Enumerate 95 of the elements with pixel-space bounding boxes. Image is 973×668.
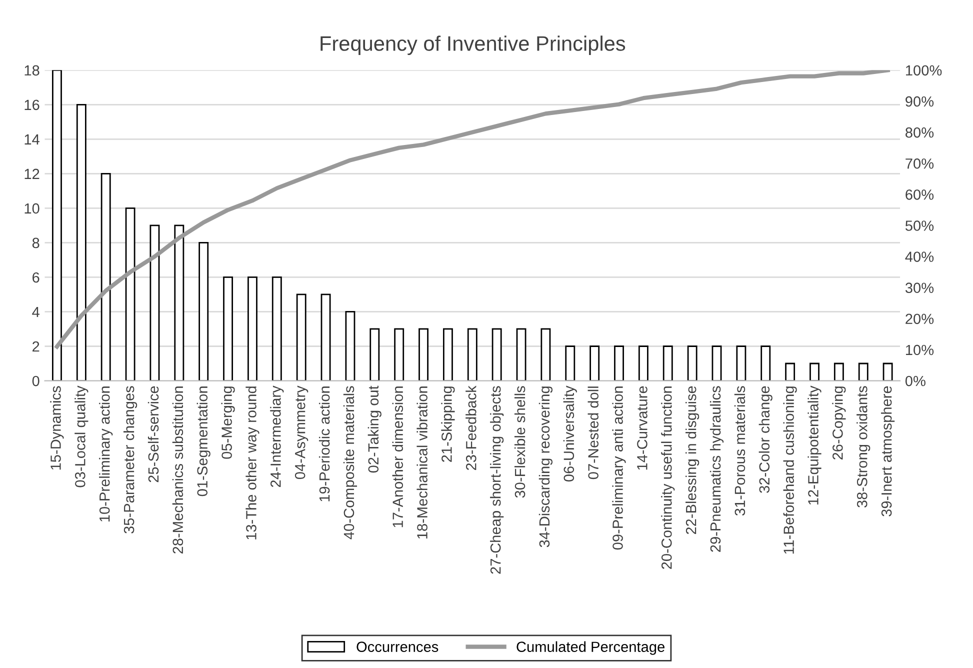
x-tick-label: 24-Intermediary [270,386,284,488]
bar [614,346,624,381]
y-tick-label: 4 [32,306,40,318]
x-tick-label: 05-Merging [221,386,235,459]
x-tick-label: 06-Universality [563,386,577,482]
y2-tick-label: 20% [906,314,934,324]
x-tick-label: 19-Periodic action [318,386,330,502]
y-tick-label: 18 [24,65,40,76]
x-tick-label: 35-Parameter changes [123,386,138,534]
bar [247,276,258,381]
line-series [54,70,890,349]
x-tick-label: 27-Cheap short-living objects [490,386,504,574]
x-tick-label: 22-Blessing in disguise [686,386,700,534]
y2-tick-label: 0% [905,376,926,386]
bar [858,362,868,381]
bar [492,328,502,381]
chart-title: Frequency of Inventive Principles [320,36,626,56]
x-tick-label: 39-Inert atmosphere [881,386,895,516]
x-tick-label: 12-Equipotentiality [808,386,822,504]
bar [638,346,648,381]
y2-tick-label: 70% [906,158,934,169]
x-tick-label: 34-Discarding recovering [538,386,552,548]
bar [345,311,356,381]
bar [687,346,698,381]
bar [662,346,673,381]
bar [370,328,380,381]
x-tick-label: 04-Asymmetry [294,386,308,480]
bar [712,346,722,381]
bar [296,294,306,381]
x-tick-label: 01-Segmentation [196,386,210,496]
x-tick-label: 09-Preliminary anti action [612,386,626,550]
y-tick-label: 6 [32,272,40,283]
y2-tick-label: 40% [905,252,934,262]
legend-label: Cumulated Percentage [516,641,664,655]
bar [394,328,404,381]
bar [760,346,771,381]
x-tick-label: 11-Beforehand cushioning [783,386,797,554]
y-tick-label: 16 [24,100,40,110]
bar [418,328,428,381]
y2-tick-label: 80% [906,127,934,138]
bar [882,362,893,381]
bar [76,104,86,381]
bar [565,346,576,381]
x-tick-label: 38-Strong oxidants [856,386,870,508]
bar [52,70,62,381]
bar [467,328,478,381]
x-tick-label: 13-The other way round [246,386,260,540]
bar [100,172,111,381]
y2-tick-label: 100% [906,65,942,76]
x-tick-label: 02-Taking out [368,386,382,473]
x-tick-label: 17-Another dimension [392,386,403,528]
bar [150,224,160,381]
bar [174,224,184,381]
x-tick-label: 10-Preliminary action [99,386,113,522]
bar [834,362,844,381]
y-tick-label: 0 [32,376,40,386]
y-tick-label: 10 [24,203,40,214]
x-tick-label: 20-Continuity useful function [661,386,675,569]
x-tick-label: 18-Mechanical vibration [416,386,428,539]
x-tick-label: 32-Color change [758,386,772,493]
y2-tick-label: 30% [905,282,934,293]
x-tick-label: 23-Feedback [466,386,476,470]
x-tick-label: 30-Flexible shells [514,386,526,498]
bar [125,208,136,381]
x-tick-label: 28-Mechanics substitution [172,386,184,554]
y-tick-label: 8 [32,238,40,248]
bar [785,362,796,381]
y2-tick-label: 90% [906,96,934,107]
x-tick-label: 40-Composite materials [343,386,358,540]
x-tick-label: 15-Dynamics [50,386,64,470]
bar [320,294,331,381]
y2-tick-label: 60% [906,189,934,200]
bar [442,328,453,381]
bar [272,276,282,381]
y2-tick-label: 50% [905,220,934,231]
x-tick-label: 21-Skipping [441,386,455,462]
legend-label: Occurrences [356,642,438,652]
bar [223,276,233,381]
x-tick-label: 26-Copying [832,386,846,460]
bar [736,346,746,381]
bar [516,328,526,381]
y-tick-label: 14 [24,134,40,144]
x-tick-label: 31-Porous materials [734,386,746,516]
x-tick-label: 14-Curvature [637,386,648,470]
x-tick-label: 03-Local quality [74,386,88,488]
x-tick-label: 29-Pneumatics hydraulics [710,386,724,552]
x-tick-label: 25-Self-service [148,386,159,482]
y-tick-label: 12 [24,168,40,179]
bar [590,346,600,381]
bar [198,242,209,381]
bar [810,362,820,381]
y-tick-label: 2 [32,341,40,352]
bar [540,328,551,381]
y2-tick-label: 10% [906,344,934,356]
x-tick-label: 07-Nested doll [588,386,598,480]
